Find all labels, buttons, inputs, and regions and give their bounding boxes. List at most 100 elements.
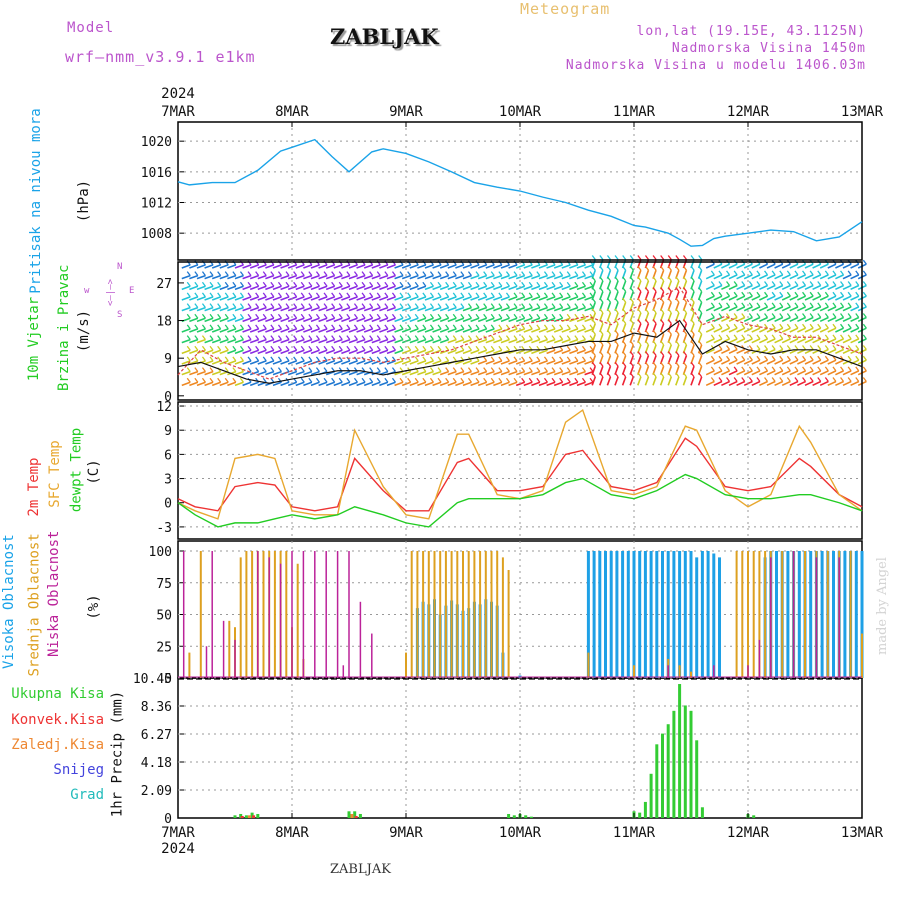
wind-barb <box>606 376 612 386</box>
wind-barb-flag <box>794 366 799 372</box>
wind-barb <box>287 360 297 365</box>
wind-barb-flag <box>629 351 634 356</box>
wind-barb-flag <box>591 319 596 324</box>
wind-barb <box>303 296 313 301</box>
wind-barb-flag <box>581 324 586 330</box>
wind-barb-flag <box>741 334 746 340</box>
wind-barb <box>485 328 495 333</box>
wind-barb <box>432 317 442 323</box>
wind-barb <box>531 360 541 365</box>
wind-barb <box>287 264 297 269</box>
wind-barb <box>348 338 358 344</box>
wind-barb <box>189 317 199 323</box>
wind-barb <box>189 264 199 269</box>
wind-barb <box>553 349 563 355</box>
wind-barb-flag <box>467 345 472 351</box>
wind-barb-flag <box>232 303 237 308</box>
wind-barb-flag <box>629 372 634 378</box>
wind-barb <box>705 274 715 280</box>
cloud-tick: 0 <box>164 672 172 687</box>
wind-barb <box>842 359 852 365</box>
wind-barb-flag <box>622 361 627 367</box>
wind-barb <box>827 295 837 301</box>
wind-barb <box>265 328 275 333</box>
wind-barb <box>356 328 366 333</box>
wind-barb-flag <box>217 281 222 287</box>
wind-barb <box>371 274 381 280</box>
wind-barb <box>363 264 373 269</box>
wind-barb-flag <box>460 324 465 330</box>
wind-barb-flag <box>247 292 252 298</box>
wind-barb <box>561 274 571 280</box>
wind-barb-flag <box>733 355 738 361</box>
wind-barb-flag <box>255 367 260 372</box>
wind-barb-flag <box>217 324 222 330</box>
wind-barb <box>850 274 860 280</box>
wind-tick: 27 <box>156 277 172 292</box>
wind-barb <box>310 274 320 280</box>
total-precip-bar <box>655 744 659 818</box>
wind-barb-flag <box>710 377 715 382</box>
wind-barb-flag <box>194 292 199 298</box>
wind-barb-flag <box>308 335 313 340</box>
wind-barb <box>227 338 237 344</box>
total-precip-bar <box>666 724 670 818</box>
wind-barb <box>751 327 761 333</box>
wind-barb <box>181 264 191 269</box>
wind-barb-flag <box>422 335 427 340</box>
wind-barb <box>227 317 237 323</box>
wind-barb-flag <box>764 313 769 318</box>
wind-barb-flag <box>429 377 434 383</box>
wind-barb <box>310 306 320 312</box>
wind-barb-flag <box>300 292 305 298</box>
wind-barb-flag <box>698 340 703 346</box>
wind-barb <box>379 349 389 355</box>
wind-barb <box>736 359 746 365</box>
wind-barb <box>356 317 366 323</box>
wind-barb <box>257 360 267 365</box>
total-precip-bar <box>661 733 664 818</box>
wind-barb-flag <box>528 303 533 308</box>
wind-barb <box>751 263 761 269</box>
wind-barb <box>196 338 206 344</box>
wind-barb-flag <box>824 323 829 329</box>
wind-barb <box>477 317 487 323</box>
wind-barb-flag <box>660 255 665 260</box>
wind-barb <box>439 338 449 344</box>
wind-barb <box>447 381 457 387</box>
wind-barb-flag <box>315 367 320 372</box>
wind-barb-flag <box>817 323 822 329</box>
wind-barb <box>531 285 541 291</box>
wind-barb-flag <box>764 377 769 382</box>
wind-barb <box>181 370 191 376</box>
wind-barb-flag <box>566 271 571 276</box>
wind-barb <box>766 274 776 280</box>
wind-barb-flag <box>384 377 389 383</box>
wind-barb-flag <box>224 377 229 383</box>
wind-barb <box>249 285 259 291</box>
total-precip-bar <box>524 815 528 818</box>
wind-barb-flag <box>498 377 503 383</box>
wind-barb <box>759 370 768 376</box>
wind-barb <box>477 349 487 355</box>
wind-barb <box>819 274 829 280</box>
wind-barb <box>234 264 244 269</box>
wind-barb-flag <box>614 372 619 378</box>
wind-barb <box>493 317 503 323</box>
wind-barb-flag <box>239 345 244 351</box>
wind-barb-flag <box>323 281 328 287</box>
wind-barb-flag <box>660 372 665 378</box>
wind-barb-flag <box>194 271 199 276</box>
wind-barb-flag <box>384 303 389 308</box>
wind-barb-flag <box>771 323 776 329</box>
wind-barb <box>812 327 822 333</box>
precip-tick: 2.09 <box>141 784 172 799</box>
wind-barb <box>371 317 381 323</box>
wind-barb <box>348 370 358 376</box>
wind-barb-flag <box>794 345 799 350</box>
wind-barb-flag <box>574 292 579 298</box>
wind-barb <box>842 327 852 333</box>
wind-tick: 18 <box>156 315 172 330</box>
wind-barb-flag <box>675 265 680 271</box>
wind-barb-flag <box>270 345 275 351</box>
